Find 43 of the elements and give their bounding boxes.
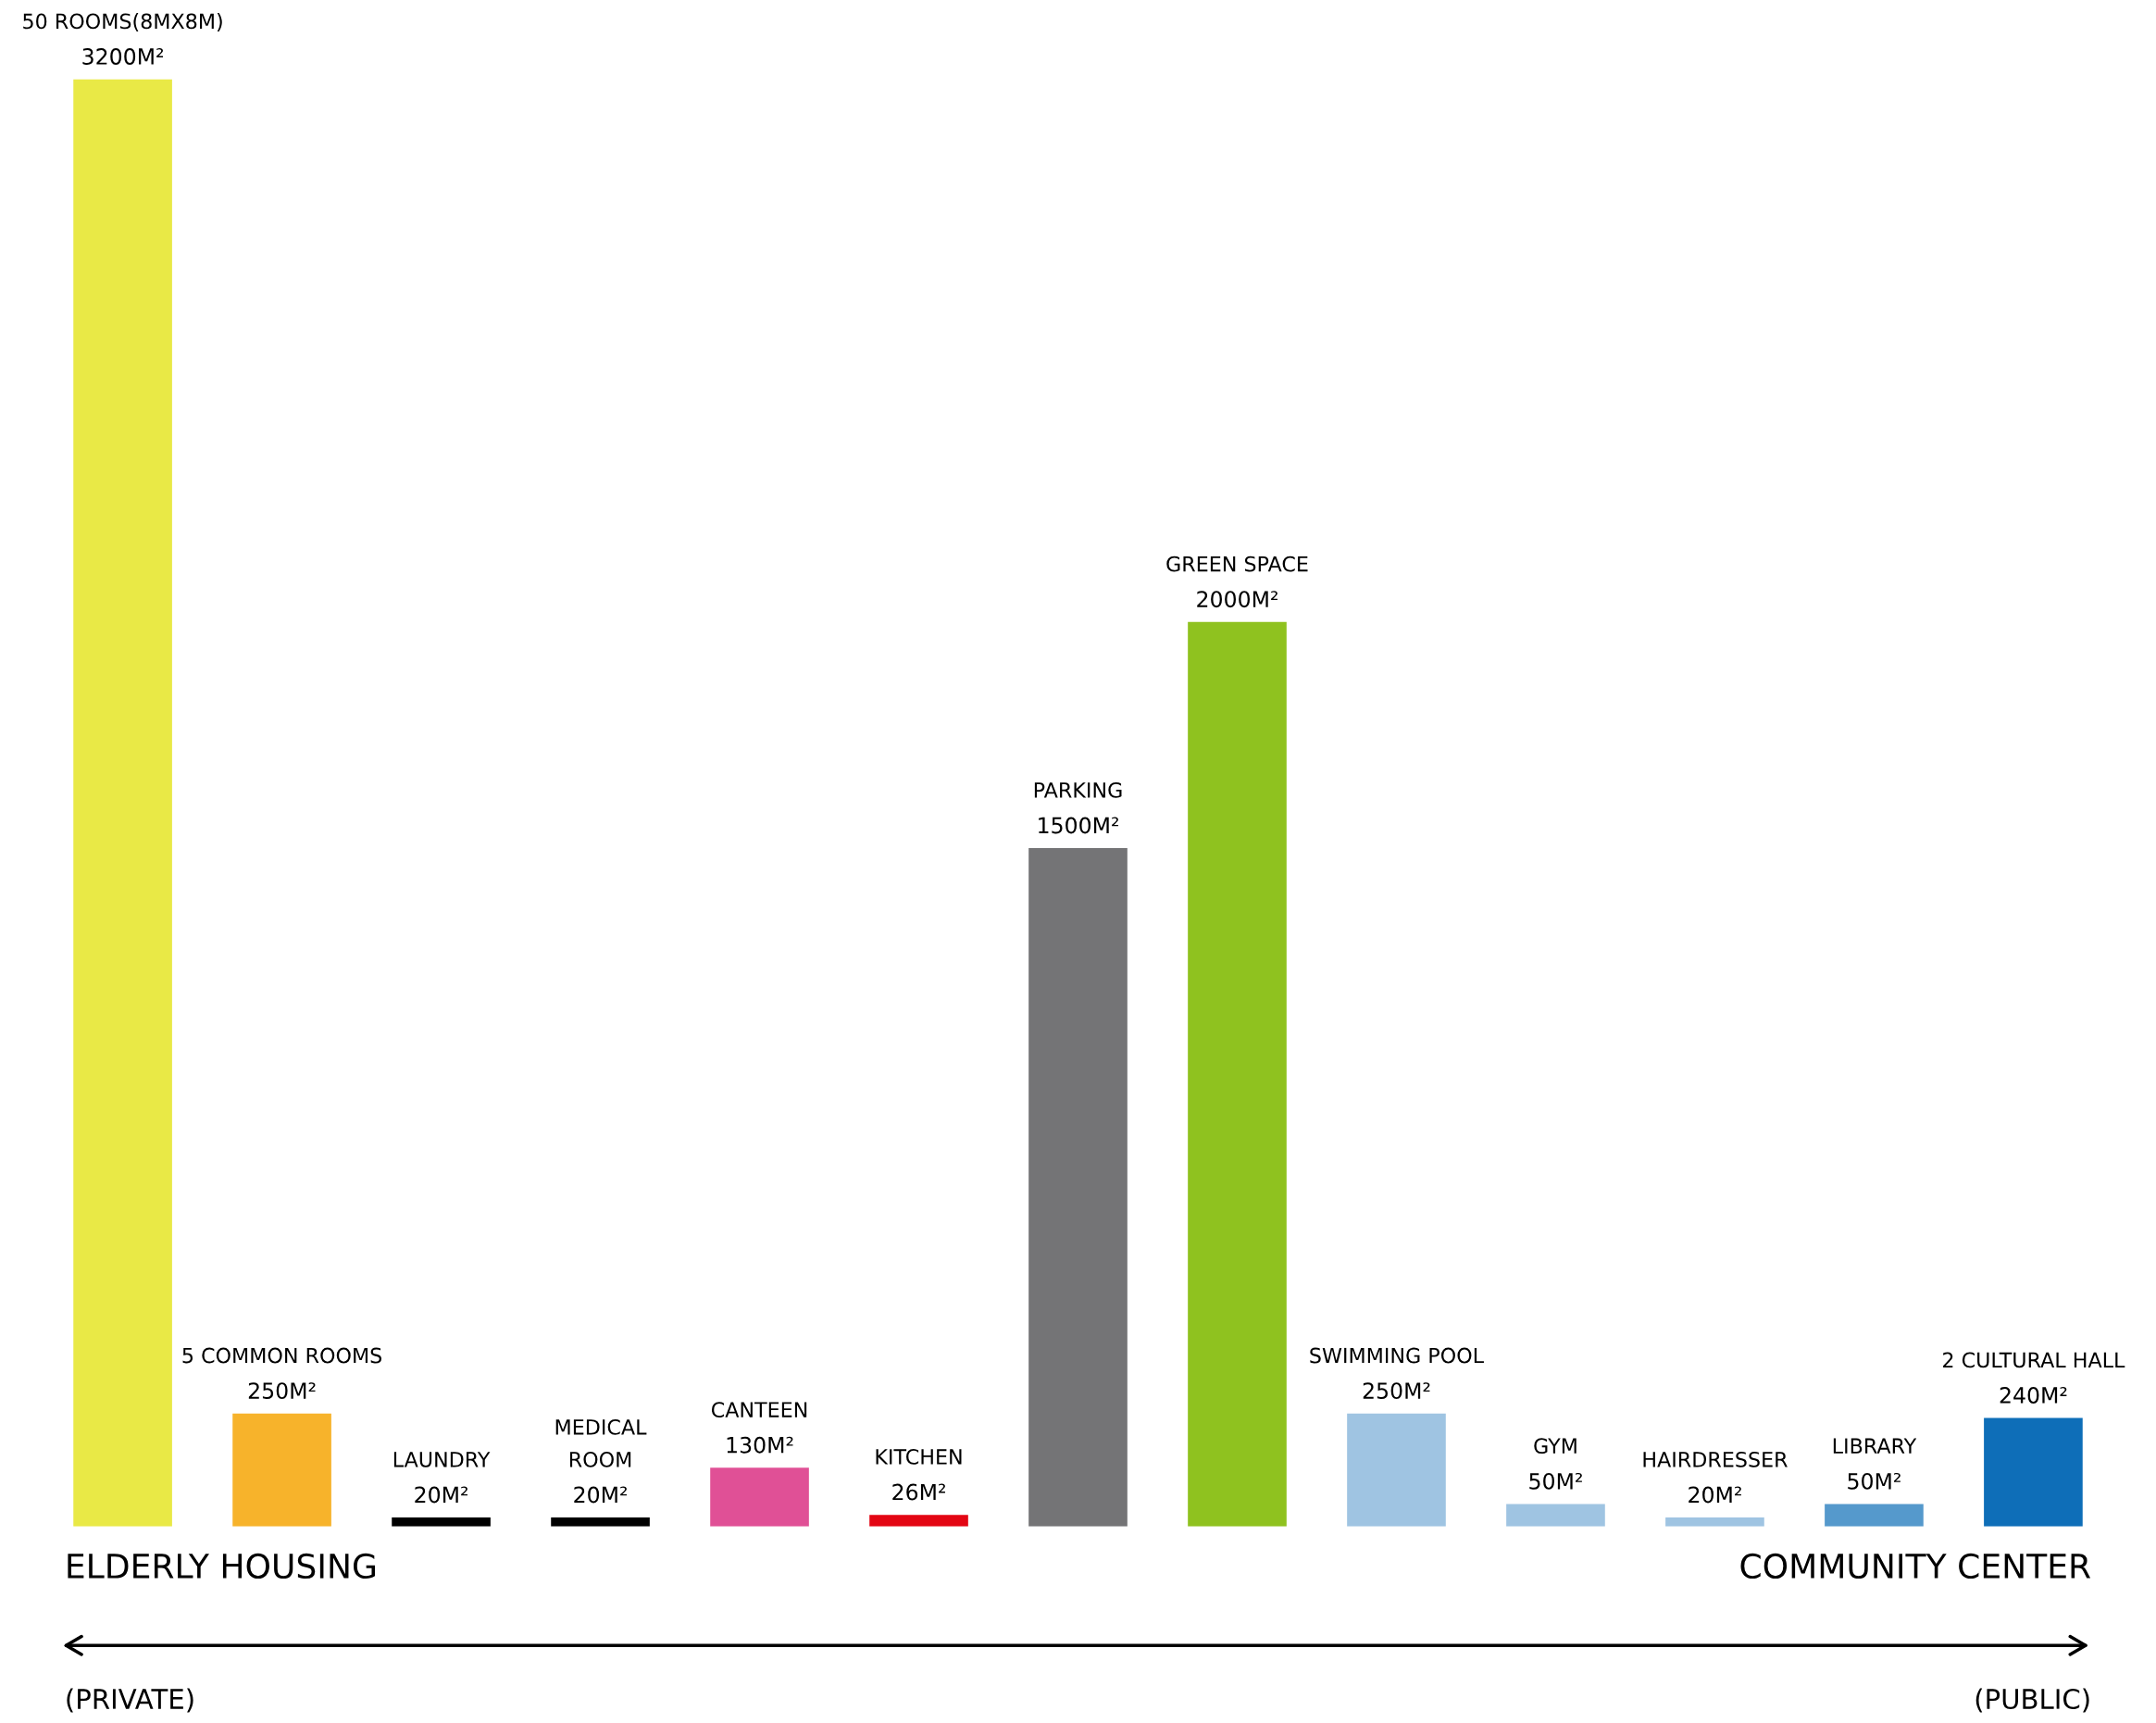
- x-tick-label: KITCHEN: [876, 1449, 962, 1465]
- x-tick-label: LAUNDRY: [393, 1452, 491, 1467]
- x-tick-label: MEDICAL ROOM: [555, 1418, 647, 1467]
- x-tick-label: LIBRARY: [1833, 1438, 1917, 1454]
- bar: [73, 79, 172, 1527]
- data-label: 20M²: [415, 1486, 467, 1504]
- x-tick-label: 2 CULTURAL HALL: [1943, 1352, 2125, 1368]
- data-label: 20M²: [1689, 1486, 1741, 1504]
- x-tick-label: HAIRDRESSER: [1643, 1451, 1788, 1467]
- x-tick-label: CANTEEN: [711, 1402, 807, 1418]
- bar: [1665, 1517, 1764, 1527]
- data-label: 50M²: [1529, 1472, 1582, 1490]
- data-label: 20M²: [574, 1486, 627, 1504]
- data-label: 26M²: [892, 1483, 945, 1501]
- bar: [1347, 1413, 1446, 1527]
- data-label: 240M²: [2000, 1387, 2067, 1404]
- text: ELDERLY HOUSING: [68, 1553, 375, 1579]
- data-label: 2000M²: [1197, 591, 1277, 608]
- bar: [869, 1515, 968, 1527]
- data-label: 130M²: [727, 1436, 793, 1454]
- bar: [1506, 1504, 1605, 1527]
- x-tick-label: 5 COMMON ROOMS: [182, 1347, 382, 1364]
- bar: [392, 1517, 491, 1527]
- x-tick-label: GREEN SPACE: [1166, 556, 1308, 572]
- bar: [1028, 848, 1128, 1527]
- x-tick-label: GYM: [1534, 1438, 1576, 1455]
- data-label: 1500M²: [1039, 817, 1118, 834]
- bar: [1188, 621, 1287, 1527]
- x-tick-label: PARKING: [1034, 781, 1122, 798]
- bar: [232, 1413, 331, 1527]
- bar: [710, 1467, 809, 1527]
- text: (PRIVATE): [67, 1688, 193, 1713]
- text: (PUBLIC): [1975, 1688, 2089, 1713]
- bar: [1825, 1504, 1924, 1527]
- x-tick-label: 50 ROOMS(8MX8M): [23, 13, 222, 31]
- text: COMMUNITY CENTER: [1740, 1553, 2091, 1579]
- data-label: 3200M²: [82, 48, 164, 65]
- data-label: 250M²: [1363, 1382, 1430, 1400]
- data-label: 250M²: [248, 1382, 316, 1400]
- x-tick-label: SWIMMING POOL: [1310, 1347, 1484, 1364]
- bar: [1984, 1417, 2083, 1527]
- bar: [551, 1517, 650, 1527]
- data-label: 50M²: [1848, 1472, 1901, 1490]
